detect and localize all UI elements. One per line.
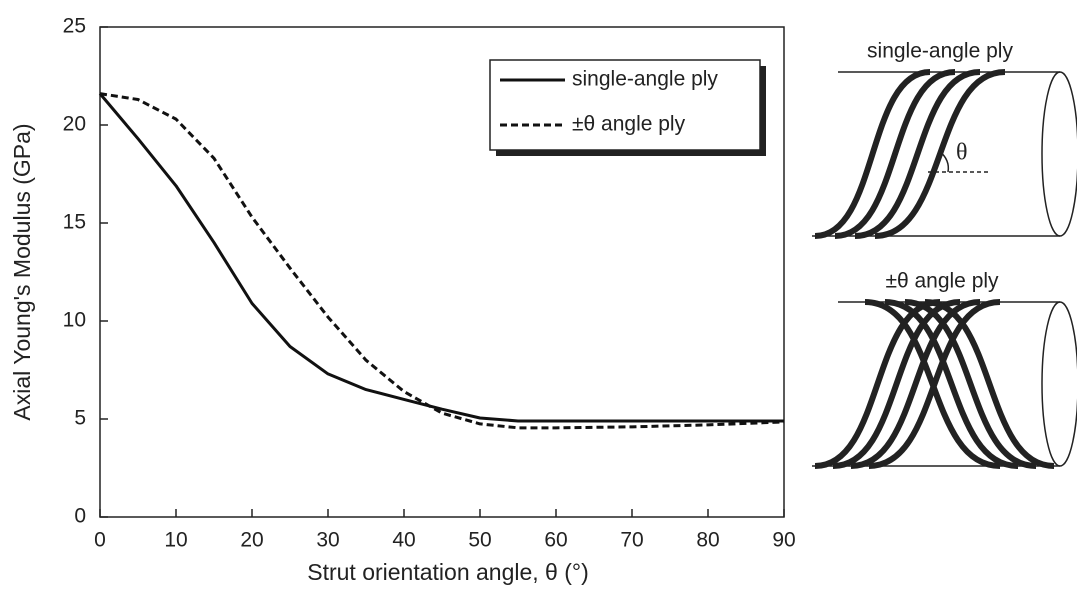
series-line: [98, 92, 784, 423]
plot-frame: [99, 26, 785, 518]
fiber-strand: [832, 299, 961, 469]
legend: single-angle ply ±θ angle ply: [489, 59, 766, 156]
y-tick-label: 20: [63, 113, 86, 136]
fiber-strand: [884, 299, 1019, 469]
x-tick-label: 60: [544, 529, 567, 552]
x-tick-label: 90: [772, 529, 795, 552]
x-tick-label: 70: [620, 529, 643, 552]
x-axis-label: Strut orientation angle, θ (°): [307, 559, 589, 585]
diagram-label: single-angle ply: [867, 40, 1013, 63]
fiber-strand: [814, 69, 931, 239]
fiber-strand: [834, 69, 956, 239]
legend-label: ±θ angle ply: [572, 113, 686, 136]
y-axis-label: Axial Young's Modulus (GPa): [9, 123, 35, 420]
diagram-label: ±θ angle ply: [885, 270, 999, 293]
x-tick-label: 50: [468, 529, 491, 552]
fiber-strand: [850, 299, 981, 469]
cylinder-end: [1041, 71, 1077, 237]
cylinder-end: [1041, 301, 1077, 467]
y-tick-label: 15: [63, 211, 86, 234]
fiber-strand: [864, 299, 1001, 469]
x-tick-label: 20: [240, 529, 263, 552]
fiber-strand: [814, 299, 941, 469]
legend-box: [489, 59, 761, 151]
series-line: [99, 92, 785, 430]
x-tick-label: 30: [316, 529, 339, 552]
fiber-strand: [924, 299, 1055, 469]
y-tick-label: 5: [74, 407, 86, 430]
x-tick-label: 80: [696, 529, 719, 552]
y-tick-label: 10: [63, 309, 86, 332]
fiber-strand: [904, 299, 1037, 469]
x-tick-label: 10: [164, 529, 187, 552]
y-tick-label: 0: [74, 505, 86, 528]
y-tick-label: 25: [63, 15, 86, 38]
x-tick-label: 0: [94, 529, 106, 552]
fiber-strand: [854, 69, 981, 239]
fiber-strand: [874, 69, 1006, 239]
legend-label: single-angle ply: [572, 68, 718, 91]
x-tick-label: 40: [392, 529, 415, 552]
angle-label: θ: [956, 140, 968, 166]
diagram: single-angle ply θ ±θ angle ply: [812, 40, 1077, 469]
